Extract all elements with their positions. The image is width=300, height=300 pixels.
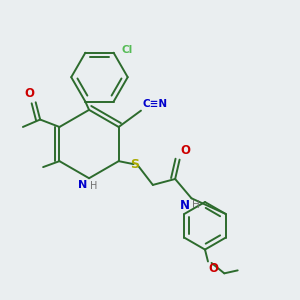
Text: S: S — [130, 158, 140, 171]
Text: N: N — [78, 180, 88, 190]
Text: H: H — [90, 181, 97, 190]
Text: C≡N: C≡N — [142, 99, 168, 109]
Text: O: O — [209, 262, 219, 275]
Text: N: N — [180, 199, 190, 212]
Text: O: O — [181, 144, 190, 157]
Text: Cl: Cl — [121, 45, 132, 55]
Text: H: H — [192, 200, 200, 210]
Text: O: O — [24, 87, 34, 100]
